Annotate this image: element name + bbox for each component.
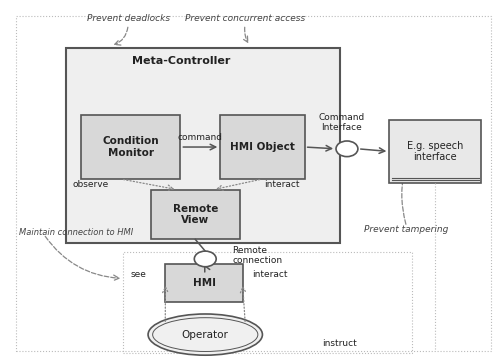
Text: Maintain connection to HMI: Maintain connection to HMI (19, 228, 133, 237)
Circle shape (194, 251, 216, 267)
FancyBboxPatch shape (389, 120, 481, 183)
Ellipse shape (148, 314, 262, 355)
Text: Remote
connection: Remote connection (232, 246, 282, 265)
Text: Meta-Controller: Meta-Controller (132, 57, 230, 67)
Text: Prevent deadlocks: Prevent deadlocks (86, 14, 170, 23)
FancyBboxPatch shape (166, 264, 242, 301)
FancyBboxPatch shape (220, 115, 304, 179)
Text: see: see (130, 270, 146, 279)
Text: command: command (178, 133, 223, 142)
Text: Condition
Monitor: Condition Monitor (102, 136, 159, 158)
Text: E.g. speech
interface: E.g. speech interface (407, 141, 464, 162)
Circle shape (336, 141, 358, 156)
Text: HMI: HMI (192, 278, 216, 288)
FancyBboxPatch shape (66, 48, 340, 243)
Text: interact: interact (264, 180, 300, 189)
Text: interact: interact (252, 270, 288, 279)
FancyBboxPatch shape (150, 190, 240, 240)
Text: HMI Object: HMI Object (230, 142, 295, 152)
Text: instruct: instruct (322, 339, 357, 348)
Text: Command
Interface: Command Interface (319, 113, 365, 132)
Text: observe: observe (73, 180, 109, 189)
Text: Prevent concurrent access: Prevent concurrent access (185, 14, 305, 23)
Text: Prevent tampering: Prevent tampering (364, 225, 449, 234)
Text: Operator: Operator (182, 330, 228, 340)
FancyBboxPatch shape (81, 115, 180, 179)
Text: Remote
View: Remote View (172, 204, 218, 225)
